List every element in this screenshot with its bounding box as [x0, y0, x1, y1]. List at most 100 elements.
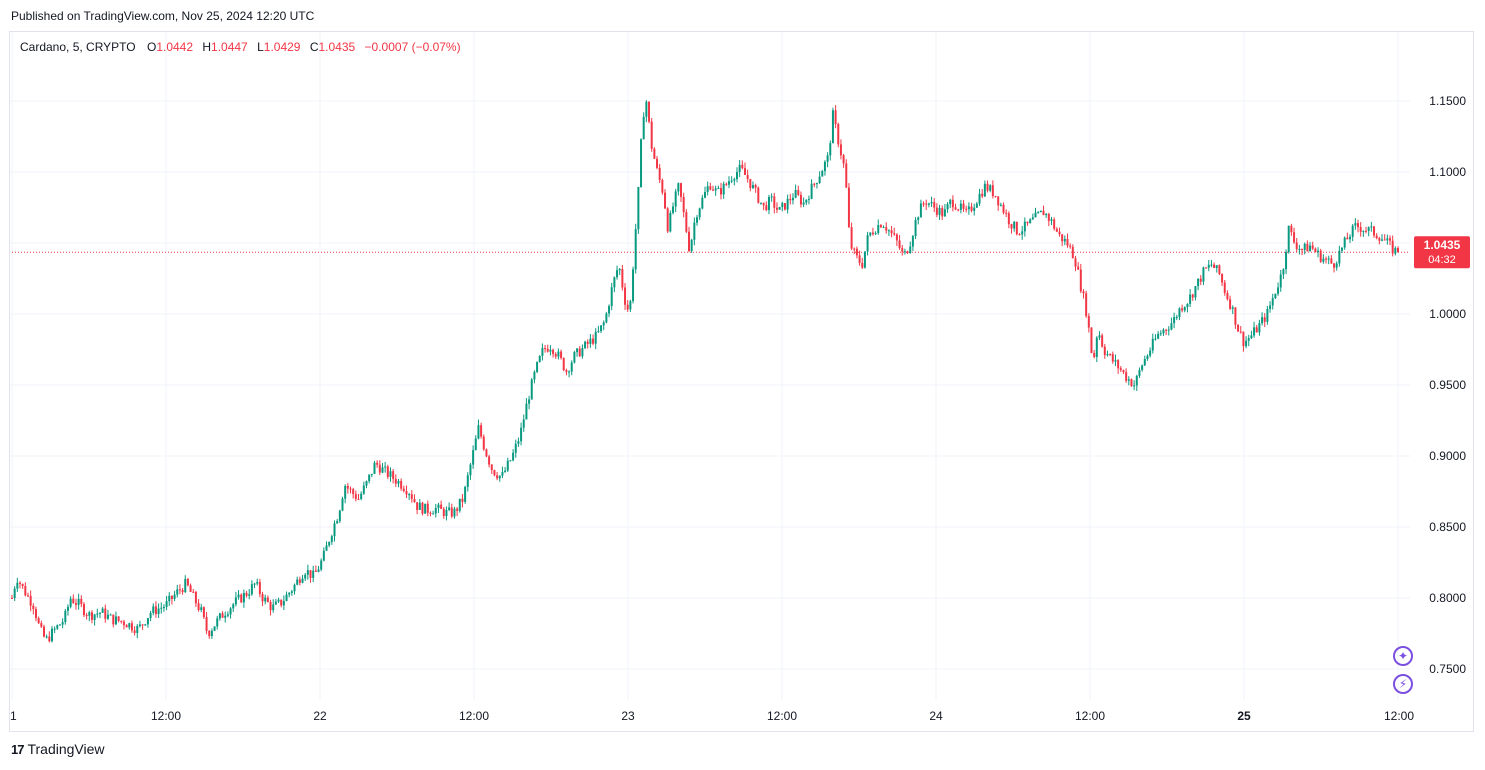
- candle-body: [1202, 267, 1205, 282]
- candle-body: [122, 621, 125, 626]
- candle-body: [184, 578, 187, 593]
- candle-body: [1357, 223, 1360, 228]
- y-tick-label: 1.1000: [1429, 165, 1466, 179]
- candle-body: [250, 584, 253, 595]
- candle-body: [701, 197, 704, 209]
- candle-body: [1242, 331, 1245, 347]
- candle-body: [1109, 354, 1112, 356]
- candle-body: [504, 470, 507, 473]
- low-value: 1.0429: [263, 40, 301, 54]
- candle-body: [53, 628, 56, 630]
- candle-body: [751, 184, 754, 188]
- candle-body: [376, 462, 379, 465]
- sparkle-icon[interactable]: ✦: [1393, 646, 1413, 666]
- candle-body: [178, 589, 181, 591]
- candle-body: [88, 612, 91, 616]
- candle-body: [333, 523, 336, 537]
- candle-body: [1127, 379, 1130, 381]
- candle-body: [1287, 225, 1290, 252]
- candle-body: [114, 616, 117, 625]
- candle-body: [272, 604, 275, 611]
- x-tick-label: 12:00: [1384, 709, 1414, 723]
- candle-body: [698, 208, 701, 218]
- candle-body: [1253, 327, 1256, 336]
- open-value: 1.0442: [156, 40, 194, 54]
- candle-body: [136, 626, 139, 633]
- candle-body: [1178, 308, 1181, 318]
- price-tag: 1.0435 04:32: [1414, 236, 1470, 269]
- candle-body: [730, 180, 733, 182]
- candle-body: [194, 591, 197, 604]
- candle-body: [778, 207, 781, 210]
- candle-body: [983, 183, 986, 197]
- candle-body: [1090, 327, 1093, 353]
- candle-body: [410, 494, 413, 500]
- candle-body: [986, 183, 989, 191]
- candle-body: [570, 362, 573, 372]
- candle-body: [546, 348, 549, 352]
- candle-body: [594, 331, 597, 344]
- candle-body: [1322, 258, 1325, 262]
- candle-body: [837, 124, 840, 145]
- candle-body: [1181, 308, 1184, 311]
- symbol-label[interactable]: Cardano, 5, CRYPTO: [20, 40, 136, 54]
- candle-body: [466, 475, 469, 487]
- candle-body: [1290, 225, 1293, 233]
- candle-body: [1194, 286, 1197, 298]
- candle-body: [1191, 294, 1194, 298]
- candle-body: [1151, 338, 1154, 351]
- chart-frame: [9, 31, 1474, 732]
- candle-body: [221, 613, 224, 618]
- candle-body: [725, 183, 728, 185]
- candle-body: [669, 212, 672, 232]
- candle-body: [248, 594, 251, 596]
- candle-body: [26, 595, 29, 597]
- candle-body: [282, 600, 285, 606]
- candle-body: [346, 486, 349, 489]
- candle-body: [773, 196, 776, 208]
- candle-body: [61, 622, 64, 625]
- change-value: −0.0007 (−0.07%): [364, 40, 461, 54]
- candle-body: [482, 436, 485, 450]
- candle-body: [1058, 231, 1061, 235]
- candle-body: [402, 488, 405, 492]
- lightning-icon[interactable]: ⚡: [1393, 674, 1413, 694]
- candle-body: [632, 269, 635, 302]
- candle-body: [738, 164, 741, 172]
- candle-body: [34, 609, 37, 619]
- candle-body: [1103, 346, 1106, 356]
- candle-body: [256, 582, 259, 584]
- candle-body: [552, 349, 555, 354]
- candle-body: [1034, 212, 1037, 218]
- candle-body: [1031, 217, 1034, 220]
- candle-body: [568, 371, 571, 373]
- candle-body: [357, 498, 360, 500]
- candle-body: [440, 504, 443, 509]
- candle-body: [418, 502, 421, 510]
- candle-body: [714, 188, 717, 191]
- candle-body: [754, 184, 757, 188]
- candle-body: [386, 466, 389, 477]
- candle-body: [157, 608, 160, 615]
- low-label: L: [257, 40, 264, 54]
- candle-body: [893, 233, 896, 235]
- candle-body: [506, 460, 509, 471]
- candle-body: [746, 174, 749, 179]
- candle-body: [901, 248, 904, 252]
- candle-body: [1015, 221, 1018, 235]
- x-tick-label: 1: [10, 709, 17, 723]
- candle-body: [1311, 245, 1314, 249]
- candle-body: [1261, 317, 1264, 324]
- candle-body: [717, 188, 720, 190]
- ohlc-legend: Cardano, 5, CRYPTO O1.0442 H1.0447 L1.04…: [20, 40, 467, 54]
- candle-body: [18, 582, 21, 584]
- candle-body: [810, 183, 813, 199]
- candle-body: [933, 202, 936, 208]
- candle-body: [554, 353, 557, 357]
- candle-body: [349, 488, 352, 490]
- candle-body: [325, 545, 328, 551]
- tradingview-brand[interactable]: 17 TradingView: [11, 741, 105, 757]
- candle-body: [336, 521, 339, 524]
- candle-body: [1175, 317, 1178, 319]
